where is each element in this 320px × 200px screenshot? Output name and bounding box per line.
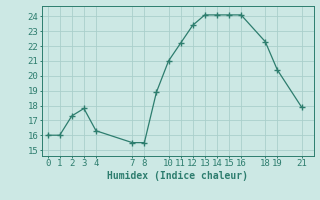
X-axis label: Humidex (Indice chaleur): Humidex (Indice chaleur) xyxy=(107,171,248,181)
